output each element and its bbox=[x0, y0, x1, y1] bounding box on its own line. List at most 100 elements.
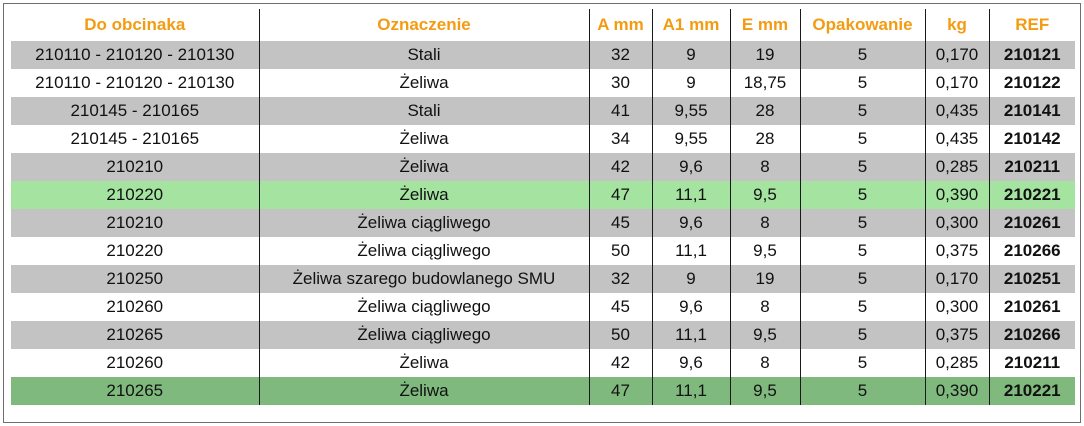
cell-do-obcinaka: 210110 - 210120 - 210130 bbox=[35, 45, 235, 64]
header-oznaczenie: Oznaczenie bbox=[258, 9, 589, 41]
cell-ref: 210122 bbox=[988, 69, 1075, 97]
cell-kg: 0,300 bbox=[924, 293, 989, 321]
cell-a-mm: 32 bbox=[588, 265, 652, 293]
cell-a-mm: 42 bbox=[588, 153, 652, 181]
cell-kg: 0,170 bbox=[924, 41, 989, 69]
cell-a1-mm: 11,1 bbox=[651, 237, 730, 265]
cell-do-obcinaka: 210260 bbox=[106, 297, 164, 316]
cell-a1-mm: 9,55 bbox=[651, 125, 730, 153]
cell-a-mm: 47 bbox=[588, 181, 652, 209]
cell-kg: 0,300 bbox=[924, 209, 989, 237]
header-opakowanie: Opakowanie bbox=[799, 9, 925, 41]
cell-ref: 210142 bbox=[988, 125, 1075, 153]
cell-ref: 210261 bbox=[988, 209, 1075, 237]
cell-do-obcinaka: 210220 bbox=[106, 185, 164, 204]
cell-oznaczenie: Żeliwa ciągliwego bbox=[258, 321, 589, 349]
cell-kg: 0,435 bbox=[924, 97, 989, 125]
cell-ref: 210141 bbox=[988, 97, 1075, 125]
header-do-obcinaka: Do obcinaka bbox=[84, 15, 186, 34]
table-row: 210220 Żeliwa ciągliwego 50 11,1 9,5 5 0… bbox=[11, 237, 1075, 265]
cell-kg: 0,375 bbox=[924, 237, 989, 265]
cell-ref: 210211 bbox=[988, 349, 1075, 377]
cell-opakowanie: 5 bbox=[799, 69, 925, 97]
cell-oznaczenie: Żeliwa bbox=[258, 181, 589, 209]
cell-a1-mm: 9,6 bbox=[651, 293, 730, 321]
cell-do-obcinaka: 210210 bbox=[106, 157, 164, 176]
cell-ref: 210221 bbox=[988, 377, 1075, 405]
cell-kg: 0,375 bbox=[924, 321, 989, 349]
cell-opakowanie: 5 bbox=[799, 125, 925, 153]
cell-kg: 0,285 bbox=[924, 349, 989, 377]
cell-a-mm: 41 bbox=[588, 97, 652, 125]
cell-kg: 0,390 bbox=[924, 377, 989, 405]
cell-a1-mm: 9,55 bbox=[651, 97, 730, 125]
cell-do-obcinaka: 210220 bbox=[106, 241, 164, 260]
cell-ref: 210251 bbox=[988, 265, 1075, 293]
cell-e-mm: 8 bbox=[729, 349, 800, 377]
cell-opakowanie: 5 bbox=[799, 349, 925, 377]
cell-do-obcinaka: 210260 bbox=[106, 353, 164, 372]
cell-e-mm: 19 bbox=[729, 265, 800, 293]
cell-e-mm: 9,5 bbox=[729, 321, 800, 349]
header-ref: REF bbox=[988, 9, 1075, 41]
table-row: 210260 Żeliwa 42 9,6 8 5 0,285 210211 bbox=[11, 349, 1075, 377]
cell-oznaczenie: Żeliwa ciągliwego bbox=[258, 237, 589, 265]
cell-opakowanie: 5 bbox=[799, 181, 925, 209]
cell-opakowanie: 5 bbox=[799, 237, 925, 265]
cell-oznaczenie: Żeliwa bbox=[258, 377, 589, 405]
table-row: 210210 Żeliwa ciągliwego 45 9,6 8 5 0,30… bbox=[11, 209, 1075, 237]
cell-opakowanie: 5 bbox=[799, 293, 925, 321]
cell-oznaczenie: Stali bbox=[258, 97, 589, 125]
header-a1-mm: A1 mm bbox=[651, 9, 730, 41]
cell-a1-mm: 11,1 bbox=[651, 321, 730, 349]
cell-do-obcinaka: 210210 bbox=[106, 213, 164, 232]
header-e-mm: E mm bbox=[729, 9, 800, 41]
cell-do-obcinaka: 210265 bbox=[106, 381, 164, 400]
cell-e-mm: 9,5 bbox=[729, 377, 800, 405]
table-row: 210145 - 210165 Żeliwa 34 9,55 28 5 0,43… bbox=[11, 125, 1075, 153]
cell-a-mm: 30 bbox=[588, 69, 652, 97]
cell-a1-mm: 11,1 bbox=[651, 181, 730, 209]
cell-kg: 0,435 bbox=[924, 125, 989, 153]
cell-ref: 210211 bbox=[988, 153, 1075, 181]
cell-kg: 0,170 bbox=[924, 265, 989, 293]
cell-opakowanie: 5 bbox=[799, 265, 925, 293]
cell-kg: 0,285 bbox=[924, 153, 989, 181]
header-row: Do obcinaka Oznaczenie A mm A1 mm E mm O… bbox=[11, 9, 1075, 41]
cell-a1-mm: 9 bbox=[651, 41, 730, 69]
product-spec-table: Do obcinaka Oznaczenie A mm A1 mm E mm O… bbox=[11, 9, 1075, 405]
table-row: 210260 Żeliwa ciągliwego 45 9,6 8 5 0,30… bbox=[11, 293, 1075, 321]
cell-do-obcinaka: 210265 bbox=[106, 325, 164, 344]
cell-oznaczenie: Żeliwa bbox=[258, 69, 589, 97]
cell-oznaczenie: Stali bbox=[258, 41, 589, 69]
cell-a-mm: 32 bbox=[588, 41, 652, 69]
cell-e-mm: 9,5 bbox=[729, 237, 800, 265]
cell-a-mm: 45 bbox=[588, 209, 652, 237]
cell-a-mm: 50 bbox=[588, 237, 652, 265]
cell-do-obcinaka: 210145 - 210165 bbox=[70, 129, 200, 148]
table-row: 210250 Żeliwa szarego budowlanego SMU 32… bbox=[11, 265, 1075, 293]
cell-oznaczenie: Żeliwa szarego budowlanego SMU bbox=[258, 265, 589, 293]
cell-opakowanie: 5 bbox=[799, 321, 925, 349]
cell-kg: 0,390 bbox=[924, 181, 989, 209]
cell-opakowanie: 5 bbox=[799, 41, 925, 69]
header-kg: kg bbox=[924, 9, 989, 41]
cell-a1-mm: 9 bbox=[651, 69, 730, 97]
table-row: 210110 - 210120 - 210130 Stali 32 9 19 5… bbox=[11, 41, 1075, 69]
cell-e-mm: 9,5 bbox=[729, 181, 800, 209]
table-row-highlighted: 210220 Żeliwa 47 11,1 9,5 5 0,390 210221 bbox=[11, 181, 1075, 209]
cell-do-obcinaka: 210145 - 210165 bbox=[70, 101, 200, 120]
table-row: 210110 - 210120 - 210130 Żeliwa 30 9 18,… bbox=[11, 69, 1075, 97]
cell-a1-mm: 9,6 bbox=[651, 153, 730, 181]
header-a-mm: A mm bbox=[588, 9, 652, 41]
cell-e-mm: 8 bbox=[729, 153, 800, 181]
table-row: 210210 Żeliwa 42 9,6 8 5 0,285 210211 bbox=[11, 153, 1075, 181]
cell-oznaczenie: Żeliwa bbox=[258, 349, 589, 377]
cell-do-obcinaka: 210110 - 210120 - 210130 bbox=[35, 73, 235, 92]
cell-opakowanie: 5 bbox=[799, 209, 925, 237]
cell-e-mm: 28 bbox=[729, 97, 800, 125]
cell-a-mm: 42 bbox=[588, 349, 652, 377]
cell-ref: 210266 bbox=[988, 321, 1075, 349]
cell-kg: 0,170 bbox=[924, 69, 989, 97]
cell-do-obcinaka: 210250 bbox=[106, 269, 164, 288]
